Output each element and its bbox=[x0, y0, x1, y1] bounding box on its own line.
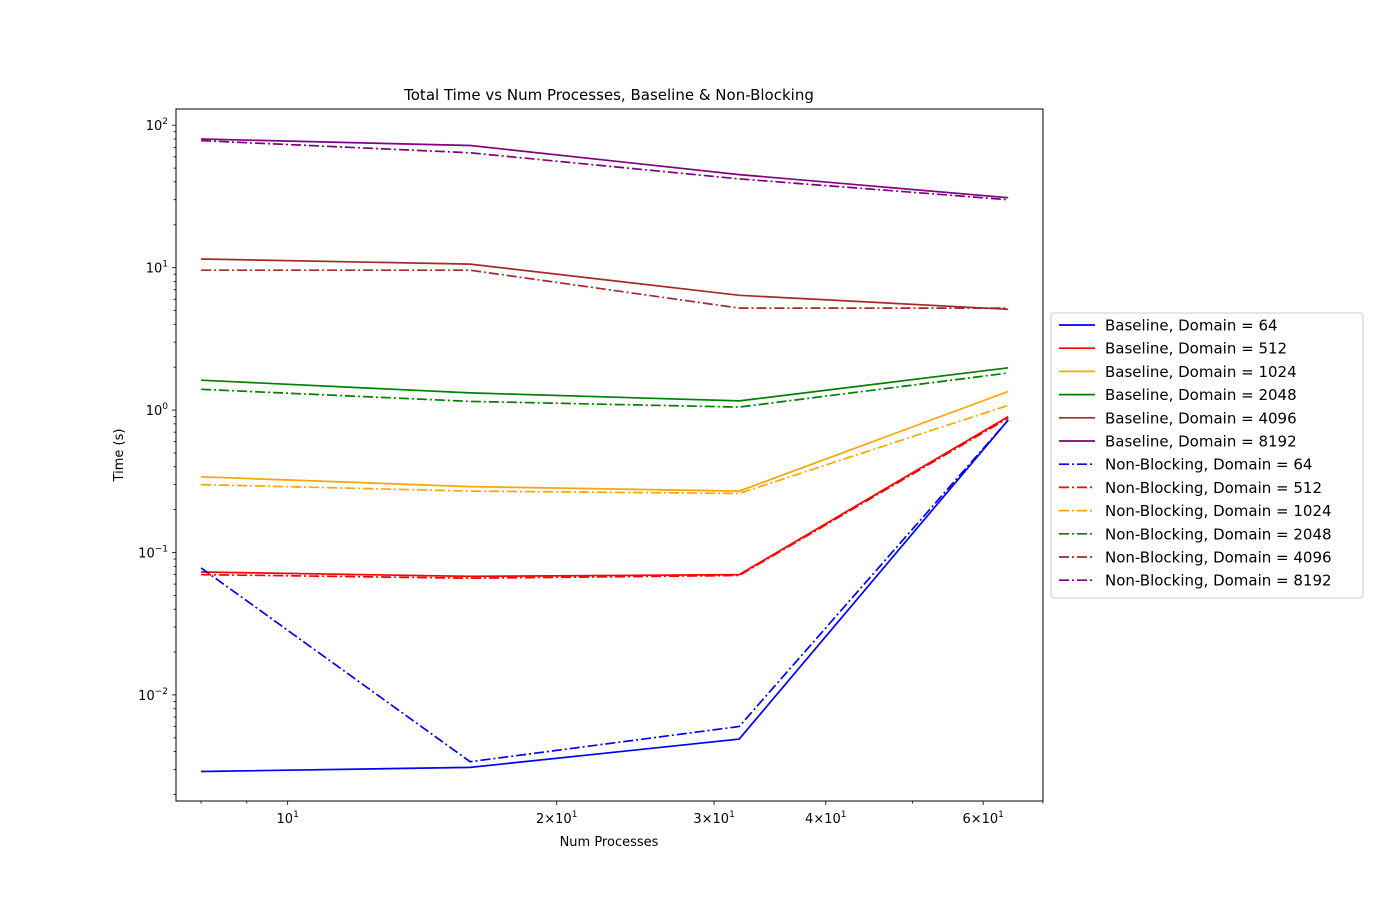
legend-label: Non-Blocking, Domain = 2048 bbox=[1105, 525, 1332, 543]
chart-title: Total Time vs Num Processes, Baseline & … bbox=[403, 86, 814, 104]
y-tick-label: 100 bbox=[146, 402, 169, 419]
legend-label: Non-Blocking, Domain = 512 bbox=[1105, 479, 1322, 497]
series-line-2 bbox=[201, 415, 1009, 578]
series-line-10 bbox=[201, 372, 1009, 408]
y-tick-label: 101 bbox=[146, 260, 168, 277]
legend-label: Non-Blocking, Domain = 1024 bbox=[1105, 502, 1332, 520]
legend-box bbox=[1050, 312, 1364, 599]
x-tick-label: 4×101 bbox=[805, 810, 846, 827]
series-line-12 bbox=[201, 139, 1009, 201]
x-tick-label: 6×101 bbox=[962, 810, 1003, 827]
series-line-11 bbox=[201, 269, 1009, 309]
series-line-1 bbox=[201, 419, 1009, 773]
x-tick-label: 2×101 bbox=[536, 810, 577, 827]
series-line-9 bbox=[201, 404, 1009, 495]
legend-label: Non-Blocking, Domain = 4096 bbox=[1105, 549, 1332, 567]
legend-label: Non-Blocking, Domain = 8192 bbox=[1105, 572, 1332, 590]
series-line-8 bbox=[201, 417, 1009, 580]
y-tick-label: 10−2 bbox=[138, 687, 168, 704]
legend-label: Baseline, Domain = 512 bbox=[1105, 340, 1287, 358]
series-line-3 bbox=[201, 390, 1009, 492]
series-layer bbox=[200, 138, 1009, 773]
legend-label: Baseline, Domain = 2048 bbox=[1105, 386, 1297, 404]
series-line-6 bbox=[201, 138, 1009, 199]
y-tick-label: 10−1 bbox=[138, 545, 168, 562]
legend-label: Baseline, Domain = 1024 bbox=[1105, 363, 1297, 381]
plot-area bbox=[175, 108, 1044, 802]
legend-label: Non-Blocking, Domain = 64 bbox=[1105, 456, 1312, 474]
legend-label: Baseline, Domain = 8192 bbox=[1105, 433, 1297, 451]
y-tick-label: 102 bbox=[146, 117, 168, 134]
x-axis: 101 2×101 3×101 4×101 6×101 bbox=[200, 801, 1044, 827]
legend-label: Baseline, Domain = 64 bbox=[1105, 317, 1278, 335]
series-line-7 bbox=[200, 419, 1009, 763]
x-axis-label: Num Processes bbox=[560, 835, 659, 850]
legend: Baseline, Domain = 64 Baseline, Domain = … bbox=[1050, 312, 1364, 599]
x-tick-label: 101 bbox=[277, 810, 299, 827]
series-line-4 bbox=[201, 366, 1009, 402]
legend-label: Baseline, Domain = 4096 bbox=[1105, 409, 1297, 427]
y-axis-label: Time (s) bbox=[112, 429, 127, 483]
series-line-5 bbox=[201, 258, 1009, 311]
y-axis: 10−2 10−1 100 101 102 bbox=[138, 117, 176, 795]
x-tick-label: 3×101 bbox=[693, 810, 734, 827]
